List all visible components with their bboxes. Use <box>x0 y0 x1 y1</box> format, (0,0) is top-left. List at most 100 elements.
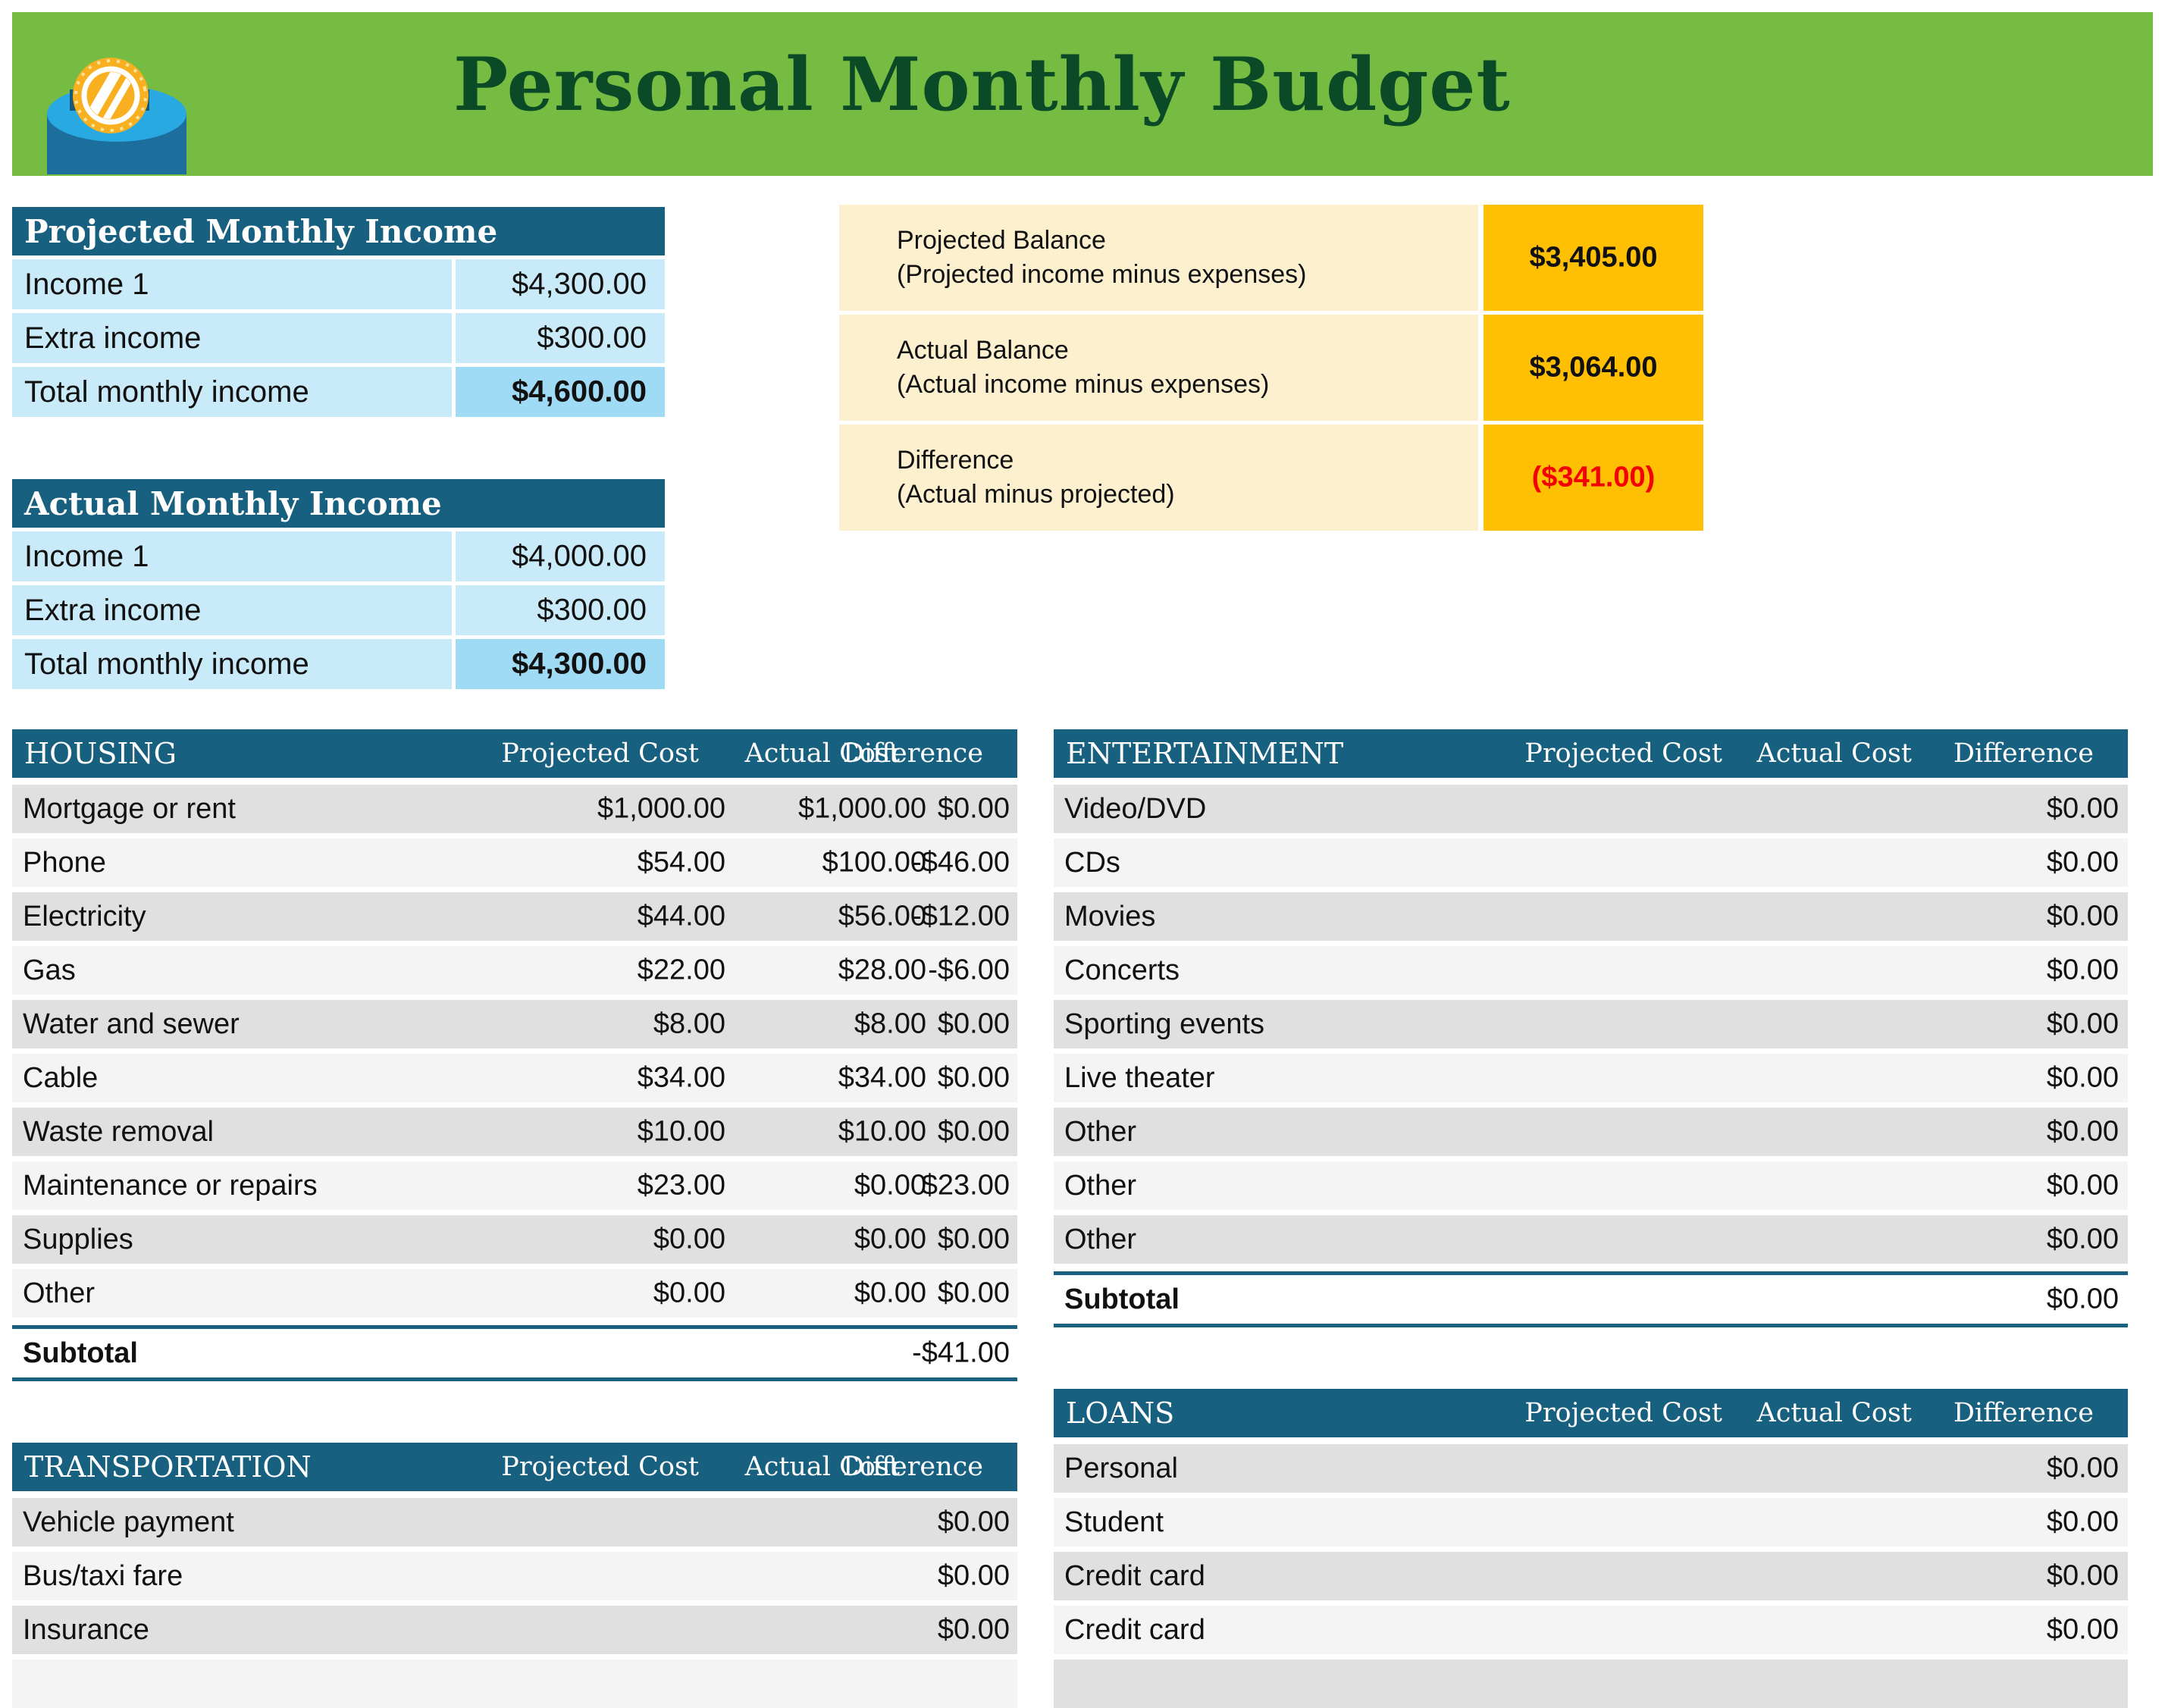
table-header: HOUSING Projected Cost Actual Cost Diffe… <box>12 729 1017 778</box>
subtotal-label: Subtotal <box>23 1337 138 1369</box>
income-value: $4,300.00 <box>456 259 665 309</box>
cell-actual-cost: $28.00 <box>838 954 926 986</box>
table-header: ENTERTAINMENT Projected Cost Actual Cost… <box>1054 729 2128 778</box>
cell-difference: $23.00 <box>921 1169 1010 1202</box>
cell-projected-cost <box>1559 1054 1756 1102</box>
cell-difference: $0.00 <box>2046 1613 2119 1646</box>
column-header-actual-cost: Actual Cost <box>744 1452 900 1482</box>
table-row: Personal $0.00 <box>1054 1444 2128 1493</box>
cell-projected-cost <box>1559 1000 1756 1048</box>
table-row: Maintenance or repairs $23.00 $0.00 $23.… <box>12 1161 1017 1210</box>
cell-projected-cost: $44.00 <box>637 900 725 932</box>
cell-actual-cost <box>733 1498 934 1547</box>
row-label: Maintenance or repairs <box>23 1169 318 1202</box>
row-label: Video/DVD <box>1064 792 1207 825</box>
coin-bank-icon <box>47 58 186 174</box>
subtotal-label: Subtotal <box>1064 1283 1180 1315</box>
cell-difference: $0.00 <box>2046 1223 2119 1255</box>
title-banner <box>12 12 2153 176</box>
cell-difference: $0.00 <box>2046 792 2119 825</box>
income-row: Extra income $300.00 <box>12 585 665 635</box>
cell-projected-cost: $22.00 <box>637 954 725 986</box>
table-header: LOANS Projected Cost Actual Cost Differe… <box>1054 1389 2128 1437</box>
column-header-difference: Difference <box>842 738 983 769</box>
cell-projected-cost: $0.00 <box>653 1223 725 1255</box>
row-label: Movies <box>1064 900 1156 932</box>
cell-actual-cost: $34.00 <box>838 1061 926 1094</box>
table-row: Live theater $0.00 <box>1054 1054 2128 1102</box>
cell-difference: $0.00 <box>937 1613 1010 1646</box>
cell-difference: $0.00 <box>2046 900 2119 932</box>
cell-difference: $0.00 <box>937 1277 1010 1309</box>
cell-actual-cost: $8.00 <box>854 1008 926 1040</box>
subtotal-row: Subtotal $0.00 <box>1054 1271 2128 1327</box>
row-label: Phone <box>23 846 106 879</box>
cell-projected-cost <box>1559 892 1756 941</box>
cell-projected-cost <box>1559 838 1756 887</box>
cell-projected-cost: $54.00 <box>637 846 725 879</box>
cell-actual-cost <box>1756 1215 1946 1264</box>
income-label: Total monthly income <box>12 639 452 689</box>
column-header-projected-cost: Projected Cost <box>1524 1398 1722 1428</box>
expense-table-transportation: TRANSPORTATION Projected Cost Actual Cos… <box>12 1443 1017 1708</box>
table-row: Student $0.00 <box>1054 1498 2128 1547</box>
cell-actual-cost: $1,000.00 <box>797 792 926 825</box>
cell-difference: $0.00 <box>2046 954 2119 986</box>
table-row: Other $0.00 <box>1054 1215 2128 1264</box>
cell-projected-cost <box>1559 1161 1756 1210</box>
table-row: Sporting events $0.00 <box>1054 1000 2128 1048</box>
table-row: Vehicle payment $0.00 <box>12 1498 1017 1547</box>
table-row: Electricity $44.00 $56.00 -$12.00 <box>12 892 1017 941</box>
cell-actual-cost: $10.00 <box>838 1115 926 1148</box>
row-label: Credit card <box>1064 1613 1205 1646</box>
table-row: Phone $54.00 $100.00 -$46.00 <box>12 838 1017 887</box>
cell-actual-cost <box>1756 1054 1946 1102</box>
cell-difference: $0.00 <box>937 1008 1010 1040</box>
subtotal-difference: $0.00 <box>2046 1283 2119 1315</box>
cell-actual-cost <box>1756 1161 1946 1210</box>
expense-table-loans: LOANS Projected Cost Actual Cost Differe… <box>1054 1389 2128 1708</box>
balance-summary: Projected Balance (Projected income minu… <box>839 205 1703 534</box>
income-label: Extra income <box>12 585 452 635</box>
row-label: Cable <box>23 1061 99 1094</box>
cell-projected-cost <box>1559 1215 1756 1264</box>
row-label: Personal <box>1064 1452 1178 1484</box>
table-row: Gas $22.00 $28.00 -$6.00 <box>12 946 1017 995</box>
row-label: Mortgage or rent <box>23 792 236 825</box>
table-row: Mortgage or rent $1,000.00 $1,000.00 $0.… <box>12 785 1017 833</box>
table-row: Water and sewer $8.00 $8.00 $0.00 <box>12 1000 1017 1048</box>
income-value: $4,600.00 <box>456 367 665 417</box>
actual-income-table: Actual Monthly Income Income 1 $4,000.00… <box>12 479 665 689</box>
table-row: Supplies $0.00 $0.00 $0.00 <box>12 1215 1017 1264</box>
cell-projected-cost <box>1559 946 1756 995</box>
cell-actual-cost: $0.00 <box>854 1223 926 1255</box>
table-row: Concerts $0.00 <box>1054 946 2128 995</box>
income-label: Income 1 <box>12 531 452 581</box>
table-row: Video/DVD $0.00 <box>1054 785 2128 833</box>
income-row: Total monthly income $4,300.00 <box>12 639 665 689</box>
cell-actual-cost <box>1756 1444 1946 1493</box>
table-row: CDs $0.00 <box>1054 838 2128 887</box>
cell-difference: $0.00 <box>2046 1506 2119 1538</box>
table-row: Credit card $0.00 <box>1054 1552 2128 1600</box>
cell-difference: $0.00 <box>937 1115 1010 1148</box>
cell-projected-cost: $8.00 <box>653 1008 725 1040</box>
column-header-actual-cost: Actual Cost <box>1756 1398 1912 1428</box>
cell-projected-cost: $1,000.00 <box>597 792 725 825</box>
cell-difference: $0.00 <box>937 1223 1010 1255</box>
expense-table-housing: HOUSING Projected Cost Actual Cost Diffe… <box>12 729 1017 1381</box>
projected-income-table: Projected Monthly Income Income 1 $4,300… <box>12 207 665 417</box>
balance-value: $3,064.00 <box>1484 315 1703 421</box>
cell-projected-cost <box>1559 785 1756 833</box>
table-row: Credit card $0.00 <box>1054 1606 2128 1654</box>
income-row: Income 1 $4,300.00 <box>12 259 665 309</box>
column-header-difference: Difference <box>1953 1398 2094 1428</box>
balance-row: Difference (Actual minus projected) ($34… <box>839 425 1703 531</box>
income-value: $300.00 <box>456 585 665 635</box>
cell-actual-cost: $0.00 <box>854 1169 926 1202</box>
row-label: Sporting events <box>1064 1008 1265 1040</box>
subtotal-row: Subtotal -$41.00 <box>12 1325 1017 1381</box>
cell-projected-cost <box>1559 1444 1756 1493</box>
cell-actual-cost: $56.00 <box>838 900 926 932</box>
row-label: Live theater <box>1064 1061 1215 1094</box>
